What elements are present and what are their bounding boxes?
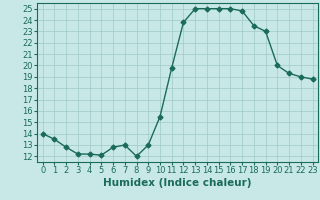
- X-axis label: Humidex (Indice chaleur): Humidex (Indice chaleur): [103, 178, 252, 188]
